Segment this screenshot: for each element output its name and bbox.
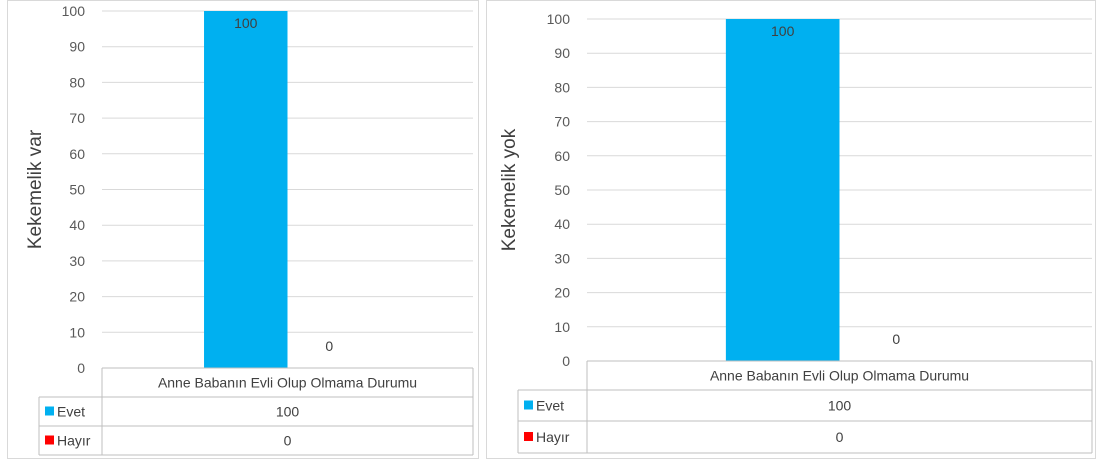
y-tick-label: 70 [69, 110, 85, 126]
y-tick-label: 20 [554, 285, 570, 301]
y-tick-label: 10 [554, 319, 570, 335]
table-value: 100 [828, 398, 852, 414]
y-tick-label: 20 [69, 289, 85, 305]
table-category-header: Anne Babanın Evli Olup Olmama Durumu [710, 368, 969, 384]
table-value: 100 [276, 404, 300, 420]
y-tick-label: 50 [554, 182, 570, 198]
y-tick-label: 60 [554, 148, 570, 164]
table-value: 0 [284, 433, 292, 449]
y-tick-label: 60 [69, 146, 85, 162]
y-tick-label: 0 [77, 360, 85, 376]
y-axis-title: Kekemelik var [25, 129, 46, 249]
data-label: 100 [234, 15, 258, 31]
legend-key-hayır [524, 432, 533, 441]
legend-key-evet [524, 400, 533, 410]
y-tick-label: 90 [554, 45, 570, 61]
y-axis-title: Kekemelik yok [499, 128, 520, 251]
legend-key-hayır [45, 435, 54, 445]
legend-key-evet [45, 406, 54, 416]
y-tick-label: 80 [69, 74, 85, 90]
y-tick-label: 40 [69, 217, 85, 233]
bar-chart-kekemelik-var: 0 10 20 30 40 50 60 70 80 90 100 Kekemelik var 100 0 A… [25, 3, 474, 456]
y-tick-label: 30 [554, 250, 570, 266]
data-label: 100 [771, 23, 795, 39]
legend-label-evet: Evet [536, 398, 564, 414]
table-category-header: Anne Babanın Evli Olup Olmama Durumu [158, 375, 417, 391]
bar-chart-kekemelik-yok: 0 10 20 30 40 50 60 70 80 90 100 Kekemelik yok 100 0 A… [499, 11, 1093, 454]
table-value: 0 [836, 429, 844, 445]
y-tick-label: 70 [554, 114, 570, 130]
y-tick-label: 100 [547, 11, 571, 27]
chart-panel-kekemelik-yok: 0 10 20 30 40 50 60 70 80 90 100 Kekemelik yok 100 0 A… [486, 0, 1096, 459]
y-tick-label: 30 [69, 253, 85, 269]
y-tick-label: 80 [554, 79, 570, 95]
chart-panel-kekemelik-var: 0 10 20 30 40 50 60 70 80 90 100 Kekemelik var 100 0 A… [7, 0, 479, 459]
legend-label-hayır: Hayır [57, 433, 91, 449]
legend-label-hayır: Hayır [536, 429, 570, 445]
bar-evet [204, 11, 288, 368]
data-label: 0 [892, 331, 900, 347]
y-tick-label: 10 [69, 324, 85, 340]
legend-label-evet: Evet [57, 404, 85, 420]
y-tick-label: 50 [69, 182, 85, 198]
y-tick-label: 40 [554, 216, 570, 232]
bar-evet [725, 19, 840, 361]
y-tick-label: 90 [69, 39, 85, 55]
data-label: 0 [325, 338, 333, 354]
y-tick-label: 100 [62, 3, 86, 19]
y-tick-label: 0 [562, 353, 570, 369]
